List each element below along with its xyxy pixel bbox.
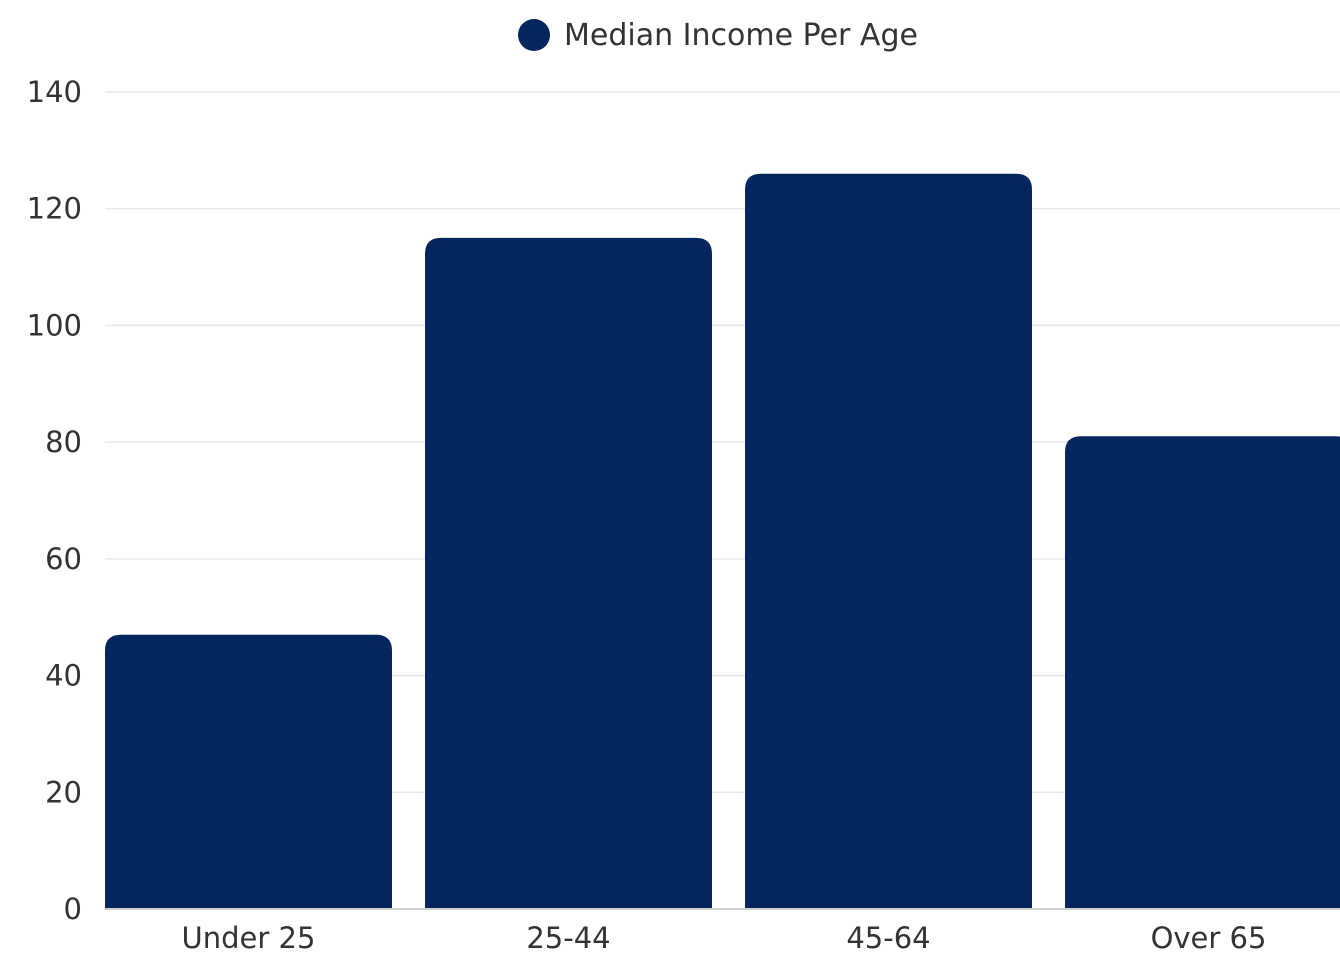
legend-marker-median-income: [518, 19, 550, 51]
bar-over-65: [1065, 436, 1340, 909]
legend: Median Income Per Age: [518, 18, 918, 53]
y-tick-label-20: 20: [45, 775, 82, 809]
y-tick-label-80: 80: [45, 425, 82, 459]
bar-45-64: [745, 173, 1032, 909]
bars: [105, 173, 1340, 910]
y-axis-tick-labels: 0 20 40 60 80 100 120 140: [27, 75, 82, 926]
x-tick-label-25-44: 25-44: [526, 921, 610, 954]
legend-label-median-income: Median Income Per Age: [564, 18, 918, 53]
x-tick-label-45-64: 45-64: [846, 921, 930, 954]
y-tick-label-60: 60: [45, 542, 82, 576]
y-tick-label-40: 40: [45, 659, 82, 693]
bar-25-44: [425, 237, 712, 910]
x-axis-tick-labels: Under 25 25-44 45-64 Over 65: [182, 921, 1267, 954]
y-tick-label-140: 140: [27, 75, 82, 109]
y-tick-label-120: 120: [27, 192, 82, 226]
x-tick-label-over-65: Over 65: [1151, 921, 1267, 954]
y-tick-label-100: 100: [27, 308, 82, 342]
x-tick-label-under-25: Under 25: [182, 921, 316, 954]
y-tick-label-0: 0: [64, 892, 82, 926]
bar-under-25: [105, 634, 392, 909]
